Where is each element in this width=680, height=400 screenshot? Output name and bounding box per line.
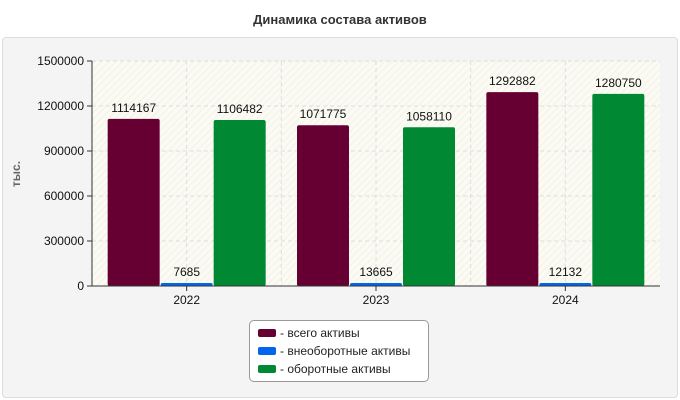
x-tick-label: 2022 xyxy=(173,293,200,307)
bar[interactable] xyxy=(486,92,539,286)
chart-title: Динамика состава активов xyxy=(253,12,427,27)
bar[interactable] xyxy=(592,93,645,286)
y-tick-label: 900000 xyxy=(44,144,84,158)
bar[interactable] xyxy=(297,125,349,286)
data-label: 1114167 xyxy=(111,101,156,115)
data-label: 1280750 xyxy=(595,76,642,90)
legend-label: - внеоборотные активы xyxy=(280,344,411,358)
bar[interactable] xyxy=(403,127,455,286)
y-tick-label: 600000 xyxy=(44,189,84,203)
legend-item[interactable]: - оборотные активы xyxy=(258,360,420,378)
y-tick-label: 1200000 xyxy=(37,99,84,113)
bars-group: 1114167 7685 1106482 1071775 13665 1058110 129… xyxy=(107,74,645,287)
data-label: 1292882 xyxy=(489,74,536,88)
legend-label: - оборотные активы xyxy=(280,362,391,376)
y-tick-label: 0 xyxy=(77,279,84,293)
bar[interactable] xyxy=(350,283,402,286)
legend-swatch xyxy=(258,365,276,373)
legend-swatch xyxy=(258,347,276,355)
y-axis-label: тыс. xyxy=(9,161,23,187)
x-tick-label: 2023 xyxy=(363,293,390,307)
bar[interactable] xyxy=(539,283,592,286)
axes: 0 300000 600000 900000 1200000 1500000 2022 202… xyxy=(37,54,660,307)
data-label: 12132 xyxy=(549,265,583,279)
x-tick-label: 2024 xyxy=(552,293,579,307)
legend-item[interactable]: - всего активы xyxy=(258,324,420,342)
bar[interactable] xyxy=(160,283,213,286)
legend-item[interactable]: - внеоборотные активы xyxy=(258,342,420,360)
legend-swatch xyxy=(258,329,276,337)
data-label: 13665 xyxy=(359,265,393,279)
legend: - всего активы - внеоборотные активы - обо… xyxy=(249,320,429,382)
grid-lines xyxy=(92,60,660,286)
bar[interactable] xyxy=(107,118,160,287)
legend-label: - всего активы xyxy=(280,326,360,340)
data-label: 1106482 xyxy=(217,102,263,116)
data-label: 1071775 xyxy=(300,107,347,121)
data-label: 7685 xyxy=(173,265,200,279)
y-tick-label: 1500000 xyxy=(37,54,84,68)
y-tick-label: 300000 xyxy=(44,234,84,248)
data-label: 1058110 xyxy=(406,109,452,123)
bar[interactable] xyxy=(213,120,266,286)
